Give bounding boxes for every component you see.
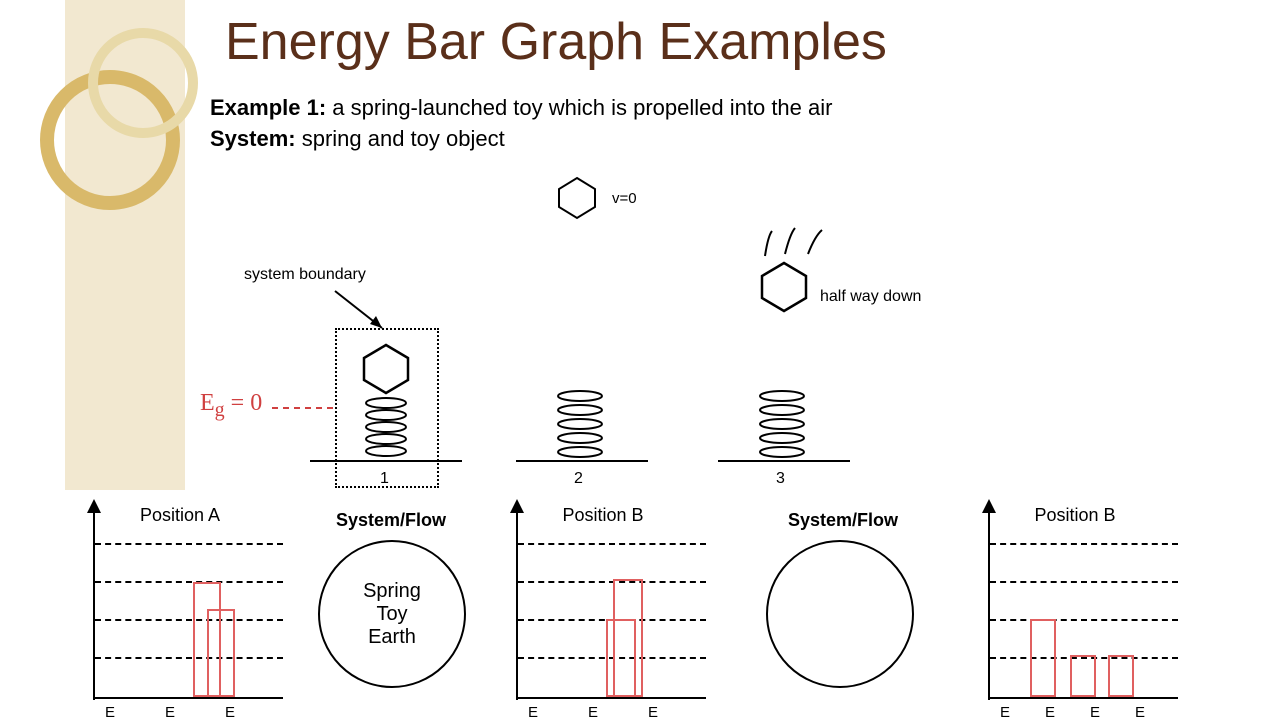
- page-title: Energy Bar Graph Examples: [225, 12, 887, 72]
- energy-bar: [207, 609, 235, 697]
- ground-pos2: [516, 460, 648, 462]
- y-axis: [988, 505, 990, 700]
- chart-a-title: Position A: [75, 505, 285, 526]
- y-axis: [93, 505, 95, 700]
- hexagon-top-icon: [555, 175, 599, 221]
- system-boundary-label: system boundary: [244, 266, 366, 284]
- chart-b-title: Position B: [498, 505, 708, 526]
- energy-bar: [1030, 619, 1056, 697]
- gridline: [990, 543, 1178, 545]
- example-line: Example 1: a spring-launched toy which i…: [210, 95, 832, 121]
- pos1-number: 1: [380, 470, 389, 488]
- pos2-number: 2: [574, 470, 583, 488]
- x-axis: [516, 697, 706, 699]
- ground-pos1: [310, 460, 462, 462]
- energy-bar: [1070, 655, 1096, 697]
- y-axis: [516, 505, 518, 700]
- gridline: [95, 619, 283, 621]
- x-axis-label: E: [165, 704, 175, 721]
- system-line: System: spring and toy object: [210, 126, 505, 152]
- gridline: [518, 581, 706, 583]
- flow-circle-left: Spring Toy Earth: [318, 540, 466, 688]
- example-text: a spring-launched toy which is propelled…: [326, 95, 832, 120]
- chart-position-c: Position B EEEE: [970, 505, 1180, 705]
- x-axis-label: E: [1090, 704, 1100, 721]
- pos3-number: 3: [776, 470, 785, 488]
- x-axis-label: E: [105, 704, 115, 721]
- x-axis-label: E: [1000, 704, 1010, 721]
- flow-title-left: System/Flow: [336, 510, 446, 531]
- hexagon-pos1-icon: [360, 342, 412, 396]
- energy-bar: [1108, 655, 1134, 697]
- chart-position-a: Position A EEE: [75, 505, 285, 705]
- eg-zero-line-icon: [270, 400, 340, 416]
- spring-pos3-icon: [758, 388, 806, 460]
- chart-position-b: Position B EEE: [498, 505, 708, 705]
- x-axis-label: E: [648, 704, 658, 721]
- spring-pos1-icon: [362, 395, 410, 459]
- energy-bar: [606, 619, 636, 697]
- flow-circle-right: [766, 540, 914, 688]
- x-axis-label: E: [225, 704, 235, 721]
- ground-pos3: [718, 460, 850, 462]
- x-axis: [988, 697, 1178, 699]
- spring-pos2-icon: [556, 388, 604, 460]
- system-label: System:: [210, 126, 296, 151]
- decor-ring-inner: [88, 28, 198, 138]
- gridline: [990, 581, 1178, 583]
- gridline: [95, 581, 283, 583]
- x-axis-label: E: [1135, 704, 1145, 721]
- chart-c-title: Position B: [970, 505, 1180, 526]
- v0-label: v=0: [612, 190, 637, 207]
- gridline: [95, 657, 283, 659]
- system-text: spring and toy object: [296, 126, 505, 151]
- x-axis-label: E: [528, 704, 538, 721]
- gridline: [990, 619, 1178, 621]
- x-axis-label: E: [588, 704, 598, 721]
- gridline: [95, 543, 283, 545]
- halfway-label: half way down: [820, 288, 921, 306]
- x-axis-label: E: [1045, 704, 1055, 721]
- flow-title-right: System/Flow: [788, 510, 898, 531]
- flow-left-label: Spring Toy Earth: [363, 580, 421, 649]
- x-axis: [93, 697, 283, 699]
- eg-zero-annotation: Eg = 0: [200, 390, 262, 422]
- hexagon-pos3-icon: [758, 260, 810, 314]
- gridline: [518, 543, 706, 545]
- example-label: Example 1:: [210, 95, 326, 120]
